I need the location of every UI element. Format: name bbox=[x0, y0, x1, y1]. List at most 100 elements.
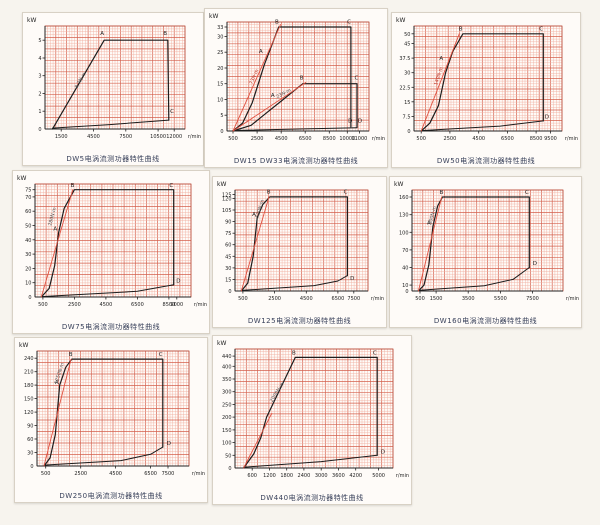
chart-title-dw160: DW160电涡流测功器特性曲线 bbox=[433, 317, 538, 325]
svg-text:C: C bbox=[539, 26, 543, 32]
svg-text:B: B bbox=[300, 76, 304, 82]
svg-text:0: 0 bbox=[228, 466, 231, 472]
svg-text:50: 50 bbox=[225, 453, 231, 459]
chart-canvas-dw125: 15 30 45 60 75 90 105 120 125 0 500 2500 4500 6500 750… bbox=[213, 177, 386, 313]
svg-text:150: 150 bbox=[24, 397, 34, 403]
svg-text:3000: 3000 bbox=[315, 473, 328, 479]
chart-panel-dw5: 1 2 3 4 5 0 1500 4500 7500 10500 12000 kW r/min A B C 8.… bbox=[22, 12, 204, 166]
svg-text:B: B bbox=[459, 26, 463, 32]
svg-text:105: 105 bbox=[222, 208, 232, 214]
svg-text:10: 10 bbox=[217, 98, 223, 104]
svg-text:3: 3 bbox=[38, 74, 41, 80]
svg-text:120: 120 bbox=[24, 410, 34, 416]
svg-text:r/min: r/min bbox=[566, 296, 579, 302]
chart-title-dw5: DW5电涡流测功器特性曲线 bbox=[66, 155, 160, 163]
svg-text:520N·m: 520N·m bbox=[254, 199, 266, 219]
svg-text:A: A bbox=[439, 56, 443, 62]
svg-text:180: 180 bbox=[24, 383, 34, 389]
svg-text:C: C bbox=[525, 190, 529, 196]
svg-text:800N·m: 800N·m bbox=[427, 205, 438, 225]
chart-title-dw50: DW50电涡流测功器特性曲线 bbox=[436, 157, 536, 165]
svg-text:100: 100 bbox=[222, 441, 232, 447]
svg-text:4: 4 bbox=[38, 56, 41, 62]
svg-text:A: A bbox=[271, 93, 275, 99]
svg-text:4500: 4500 bbox=[109, 471, 122, 477]
svg-text:30: 30 bbox=[217, 35, 223, 41]
svg-text:15: 15 bbox=[404, 100, 410, 106]
svg-text:2400: 2400 bbox=[298, 473, 311, 479]
svg-text:6500: 6500 bbox=[299, 136, 312, 142]
svg-text:D: D bbox=[533, 261, 537, 267]
svg-text:33: 33 bbox=[217, 25, 223, 31]
svg-text:6500: 6500 bbox=[144, 471, 157, 477]
svg-text:kW: kW bbox=[394, 181, 403, 188]
svg-text:r/min: r/min bbox=[192, 471, 205, 477]
svg-text:125: 125 bbox=[222, 193, 232, 199]
chart-canvas-dw160: 10 40 70 100 130 160 0 500 1500 3500 5500 7500 kW r/m… bbox=[390, 177, 581, 313]
svg-text:600: 600 bbox=[247, 473, 257, 479]
chart-canvas-dw5: 1 2 3 4 5 0 1500 4500 7500 10500 12000 kW r/min A B C 8.… bbox=[23, 13, 203, 151]
svg-text:500: 500 bbox=[416, 136, 426, 142]
svg-text:A: A bbox=[100, 31, 104, 37]
chart-svg-dw15-dw33: 5 10 15 20 25 30 33 0 500 2500 4500 6500 8500 1000011… bbox=[209, 13, 385, 142]
chart-panel-dw15-dw33: 5 10 15 20 25 30 33 0 500 2500 4500 6500 8500 10000 11… bbox=[204, 8, 388, 168]
svg-text:100: 100 bbox=[399, 230, 409, 236]
svg-text:B: B bbox=[275, 20, 279, 26]
svg-text:B: B bbox=[71, 183, 75, 189]
svg-text:9000: 9000 bbox=[170, 302, 183, 308]
svg-text:1: 1 bbox=[38, 109, 41, 115]
svg-text:D: D bbox=[350, 276, 354, 282]
svg-text:25: 25 bbox=[217, 50, 223, 56]
svg-text:B: B bbox=[292, 350, 296, 356]
svg-text:kW: kW bbox=[209, 13, 218, 20]
svg-text:10: 10 bbox=[25, 281, 31, 287]
chart-title-dw125: DW125电涡流测功器特性曲线 bbox=[247, 317, 352, 325]
svg-text:40: 40 bbox=[402, 266, 408, 272]
svg-text:1200: 1200 bbox=[263, 473, 276, 479]
svg-text:30: 30 bbox=[25, 252, 31, 258]
svg-text:6500: 6500 bbox=[501, 136, 514, 142]
svg-text:2: 2 bbox=[38, 92, 41, 98]
svg-text:500: 500 bbox=[415, 296, 425, 302]
svg-text:C: C bbox=[169, 183, 173, 189]
svg-text:45: 45 bbox=[225, 254, 231, 260]
svg-text:B: B bbox=[440, 190, 444, 196]
svg-text:10: 10 bbox=[402, 283, 408, 289]
svg-text:15: 15 bbox=[217, 82, 223, 88]
svg-text:4500: 4500 bbox=[87, 134, 100, 140]
chart-title-dw75: DW75电涡流测功器特性曲线 bbox=[61, 323, 161, 331]
svg-text:40: 40 bbox=[25, 238, 31, 244]
svg-text:30: 30 bbox=[225, 266, 231, 272]
svg-text:280N·m: 280N·m bbox=[47, 206, 58, 226]
svg-text:D: D bbox=[167, 441, 171, 447]
svg-text:7500: 7500 bbox=[347, 296, 360, 302]
svg-text:200: 200 bbox=[222, 415, 232, 421]
svg-text:7500: 7500 bbox=[119, 134, 132, 140]
svg-text:0: 0 bbox=[220, 129, 223, 135]
svg-text:75: 75 bbox=[225, 231, 231, 237]
svg-text:350: 350 bbox=[222, 377, 232, 383]
svg-text:70: 70 bbox=[25, 195, 31, 201]
svg-text:0: 0 bbox=[30, 464, 33, 470]
svg-text:250: 250 bbox=[222, 402, 232, 408]
svg-text:3500: 3500 bbox=[462, 296, 475, 302]
svg-text:500: 500 bbox=[228, 136, 238, 142]
svg-text:0: 0 bbox=[228, 289, 231, 295]
svg-text:7.5: 7.5 bbox=[403, 114, 411, 120]
svg-text:60: 60 bbox=[25, 209, 31, 215]
svg-text:D: D bbox=[545, 114, 549, 120]
svg-text:C: C bbox=[344, 190, 348, 196]
chart-canvas-dw440: 50 100 150 200 250 300 350 400 440 0 600 1200 1800 24… bbox=[213, 336, 411, 490]
svg-text:B: B bbox=[163, 31, 167, 37]
svg-text:70: 70 bbox=[402, 248, 408, 254]
svg-text:C: C bbox=[373, 350, 377, 356]
svg-text:4500: 4500 bbox=[300, 296, 313, 302]
svg-text:2500: 2500 bbox=[444, 136, 457, 142]
svg-text:kW: kW bbox=[27, 17, 36, 24]
svg-text:240: 240 bbox=[24, 356, 34, 362]
svg-text:140N·m: 140N·m bbox=[433, 66, 445, 86]
svg-text:D: D bbox=[176, 279, 180, 285]
